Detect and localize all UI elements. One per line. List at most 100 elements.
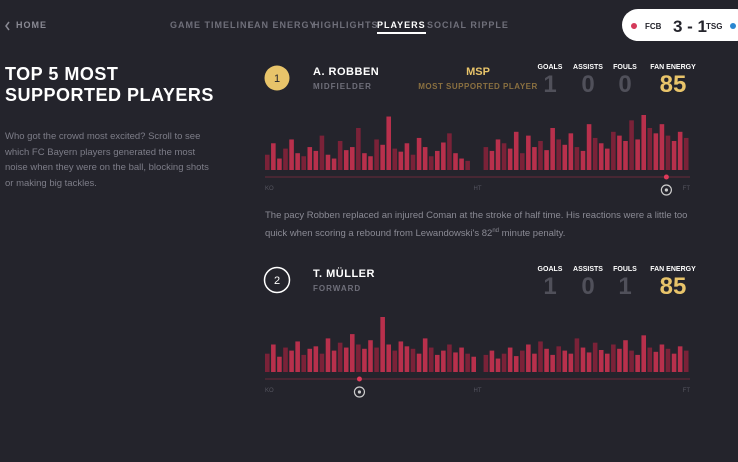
energy-bar — [350, 147, 355, 170]
goal-marker — [356, 376, 362, 382]
nav-tab[interactable]: HIGHLIGHTS — [313, 20, 379, 30]
energy-bar — [641, 115, 646, 170]
stat-value: 85 — [659, 71, 687, 98]
energy-bar — [386, 116, 391, 170]
energy-bar — [520, 153, 525, 170]
energy-bar — [611, 131, 616, 170]
energy-bar — [435, 354, 440, 372]
energy-bar — [313, 150, 319, 170]
energy-bar — [513, 356, 519, 372]
energy-bar — [641, 335, 646, 372]
energy-bar — [410, 154, 416, 170]
energy-bar — [356, 344, 361, 372]
energy-bar — [404, 143, 410, 170]
energy-bar — [471, 356, 476, 372]
rank: 1 — [274, 73, 280, 85]
timeline-tick: FT — [683, 186, 691, 192]
home-team: FCB — [645, 22, 662, 31]
nav-tab[interactable]: FAN ENERGY — [248, 20, 317, 30]
ball-icon-center — [357, 390, 362, 394]
energy-bar — [368, 340, 373, 372]
energy-bar — [483, 354, 489, 372]
energy-bar — [520, 350, 525, 372]
energy-bar — [495, 358, 501, 372]
energy-bar — [398, 151, 404, 170]
energy-bar — [422, 147, 428, 170]
player-position: MIDFIELDER — [313, 82, 372, 91]
energy-bar — [495, 139, 501, 170]
energy-bar — [374, 347, 379, 372]
energy-bar — [659, 344, 665, 372]
stat-label: FOULS — [613, 64, 637, 71]
timeline-tick: KO — [265, 186, 274, 192]
timeline-tick: KO — [265, 388, 274, 394]
stat-value: 0 — [581, 273, 595, 300]
nav-tab[interactable]: PLAYERS — [377, 20, 426, 34]
rank-badge — [263, 266, 291, 294]
home-dot — [631, 23, 637, 29]
back-icon[interactable] — [5, 21, 10, 31]
energy-bar — [277, 356, 282, 372]
stat-value: 1 — [618, 273, 632, 300]
energy-bar — [507, 347, 513, 372]
energy-bar — [301, 354, 306, 372]
energy-bar — [629, 350, 634, 372]
energy-bar — [671, 353, 677, 372]
energy-bar — [295, 153, 300, 170]
energy-bar — [683, 350, 689, 372]
energy-bar — [301, 156, 306, 170]
energy-bar — [386, 344, 391, 372]
energy-bar — [683, 137, 689, 170]
nav-tab[interactable]: SOCIAL RIPPLE — [427, 20, 509, 30]
energy-bar — [271, 143, 276, 170]
player-note: The pacy Robben replaced an injured Coma… — [265, 208, 705, 241]
energy-bar — [380, 144, 385, 170]
energy-bar — [580, 150, 586, 170]
energy-bar — [356, 127, 361, 170]
energy-bar — [532, 353, 537, 372]
energy-bar — [453, 352, 458, 372]
energy-bar — [507, 148, 513, 170]
energy-bar — [550, 354, 555, 372]
energy-bar — [665, 135, 671, 170]
energy-bar — [319, 135, 325, 170]
energy-bar — [289, 350, 294, 372]
energy-bar — [677, 346, 683, 372]
home-link[interactable]: HOME — [16, 20, 47, 30]
ball-icon — [660, 184, 672, 196]
note-part: The pacy Robben replaced an injured Coma… — [265, 210, 688, 239]
energy-bar — [350, 334, 355, 372]
energy-bar — [623, 340, 628, 372]
energy-bar — [441, 142, 446, 170]
energy-bar — [574, 338, 580, 372]
energy-bar — [501, 353, 507, 372]
energy-bar — [611, 344, 616, 372]
section-description: Who got the crowd most excited? Scroll t… — [5, 131, 209, 189]
energy-bar — [271, 344, 276, 372]
energy-bar — [307, 348, 313, 372]
energy-bar — [550, 127, 555, 170]
energy-bar — [526, 135, 531, 170]
energy-bar — [337, 342, 343, 372]
energy-bar — [465, 353, 470, 372]
stat-value: 0 — [618, 71, 632, 98]
player-name: T. MÜLLER — [313, 268, 375, 280]
energy-bar — [277, 158, 282, 170]
energy-bar — [574, 147, 580, 170]
energy-bar — [404, 346, 410, 372]
energy-bar — [580, 347, 586, 372]
energy-bar — [483, 147, 489, 170]
energy-bar — [513, 131, 519, 170]
energy-bar — [283, 148, 288, 170]
energy-bar — [283, 347, 288, 372]
energy-bar — [416, 137, 422, 170]
energy-bar — [325, 338, 331, 372]
score-pill — [622, 9, 738, 41]
stat-label: ASSISTS — [573, 64, 603, 71]
energy-bar — [629, 120, 634, 170]
timeline-tick: FT — [683, 388, 691, 394]
energy-bar — [459, 158, 464, 170]
nav-tab[interactable]: GAME TIMELINE — [170, 20, 255, 30]
